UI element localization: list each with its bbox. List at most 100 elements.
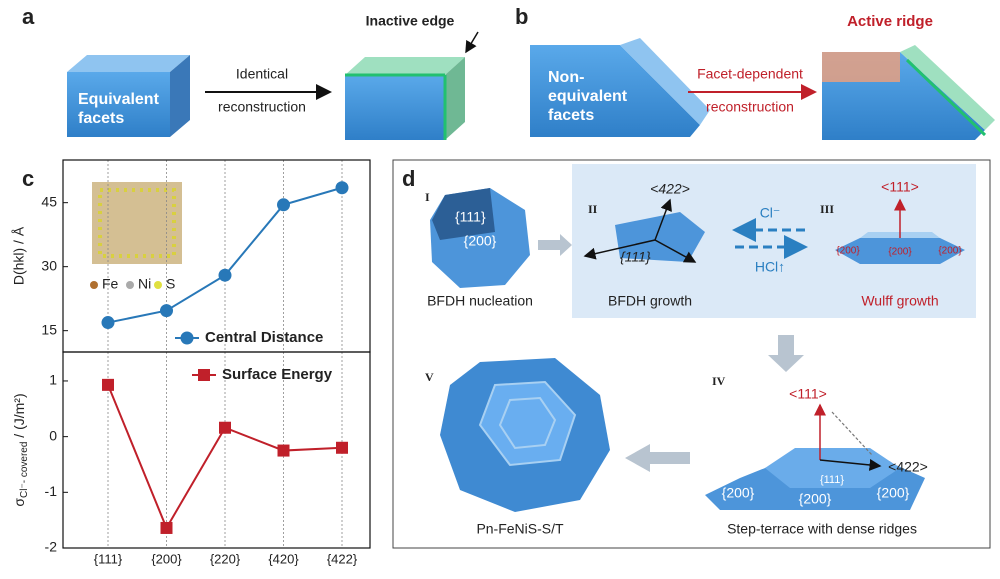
stage-numeral: II [588, 202, 598, 216]
y-tick-label: -1 [45, 483, 58, 499]
crystal-facet [498, 396, 557, 450]
direction-label: <422> [888, 459, 928, 475]
marker [160, 521, 173, 534]
arrow-text: reconstruction [706, 99, 794, 115]
x-tick-label: {220} [210, 551, 241, 566]
element: S [166, 276, 175, 292]
panel-frame [392, 159, 991, 549]
element: Fe [102, 276, 119, 292]
flow-arrow [625, 444, 690, 472]
direction-label: <111> [881, 179, 919, 195]
marker [160, 304, 173, 318]
atom-key [90, 281, 98, 289]
y-tick-label: 0 [49, 427, 57, 443]
facet-label: {111} [620, 249, 651, 265]
reagent: HCl↑ [755, 259, 785, 275]
direction-arrow [654, 239, 697, 263]
edge [905, 58, 987, 137]
marker [219, 421, 231, 434]
atom-key [154, 281, 162, 289]
stage-numeral: III [820, 202, 834, 216]
plot-frame [62, 351, 371, 549]
stage-caption: Pn-FeNiS-S/T [476, 521, 564, 537]
panel-b: b Non- equivalent facets Facet-dependent… [515, 4, 995, 140]
unit: / (J/m²) [11, 393, 27, 441]
panel-d: d I {111} {200} BFDH nucleation II <422>… [392, 159, 991, 549]
marker [101, 316, 115, 330]
stage-caption: Wulff growth [861, 293, 938, 309]
y-axis-label: σCl⁻- covered / (J/m²) [11, 393, 30, 506]
callout: Inactive edge [366, 13, 455, 29]
y-tick-label: 45 [41, 193, 57, 209]
x-tick-label: {200} [151, 551, 182, 566]
slab-slope [900, 45, 995, 130]
slab [530, 45, 700, 137]
box-top [67, 55, 190, 72]
crystal-facet [432, 188, 495, 240]
y-axis-label: D(hkl) / Å [11, 226, 27, 285]
box-text: Non- [548, 69, 584, 86]
legend-marker [198, 369, 210, 381]
facet-label: {111} [820, 474, 844, 486]
crystal-structure [98, 188, 176, 258]
element: Ni [138, 276, 151, 292]
panel-c: c Fe Ni S σCl⁻- covered / (J/m²) D(hkl) … [11, 166, 182, 507]
box-front [345, 75, 445, 140]
crystal-step [765, 448, 900, 488]
facet-label: {200} [799, 491, 832, 507]
facet-label: {200} [836, 246, 860, 257]
marker [218, 268, 232, 282]
y-tick-label: 30 [41, 257, 57, 273]
ridge-band [822, 52, 900, 82]
stage-caption: Step-terrace with dense ridges [727, 521, 917, 537]
marker [277, 444, 290, 457]
box-text: facets [78, 110, 124, 127]
box-side [445, 57, 465, 140]
symbol: σ [11, 498, 27, 507]
box-text: Equivalent [78, 91, 160, 108]
direction-label: <111> [789, 386, 827, 402]
legend-marker [180, 331, 194, 345]
atom-key [126, 281, 134, 289]
flow-arrow [768, 335, 804, 372]
callout: Active ridge [847, 13, 933, 30]
stage-caption: BFDH growth [608, 293, 692, 309]
stage-numeral: I [425, 190, 430, 204]
box-front [67, 72, 170, 137]
direction-label: <422> [650, 181, 690, 197]
box-text: equivalent [548, 88, 628, 105]
marker [335, 181, 349, 195]
panel-label: c [22, 166, 34, 191]
flow-arrow [538, 234, 572, 256]
crystal-structure [92, 182, 182, 264]
panel-label: a [22, 4, 35, 29]
facet-label: {200} [877, 485, 910, 501]
stage-numeral: V [425, 370, 434, 384]
stage-numeral: IV [712, 374, 726, 388]
panel-label: d [402, 166, 415, 191]
callout-arrow [465, 31, 479, 54]
facet-label: {200} [464, 233, 497, 249]
x-tick-label: {111} [94, 551, 123, 566]
legend-label: Surface Energy [222, 366, 333, 383]
box-side [170, 55, 190, 137]
direction-arrow [654, 198, 672, 241]
facet-label: {200} [722, 485, 755, 501]
slab-slope [620, 38, 710, 125]
facet-label: {200} [938, 246, 962, 257]
direction-arrow [819, 458, 882, 471]
x-tick-label: {422} [327, 551, 358, 566]
arrow-text: Facet-dependent [697, 66, 803, 82]
marker [336, 441, 348, 454]
x-tick-label: {420} [268, 551, 299, 566]
marker [277, 198, 290, 212]
arrow-text: reconstruction [218, 99, 306, 115]
y-tick-label: -2 [45, 539, 58, 555]
stage-caption: BFDH nucleation [427, 293, 533, 309]
direction-arrow [583, 239, 656, 260]
subscript: Cl⁻- covered [19, 442, 30, 498]
box-text: facets [548, 107, 594, 124]
panel-a: a Equivalent facets Identical reconstruc… [22, 4, 479, 140]
crystal [835, 238, 965, 264]
